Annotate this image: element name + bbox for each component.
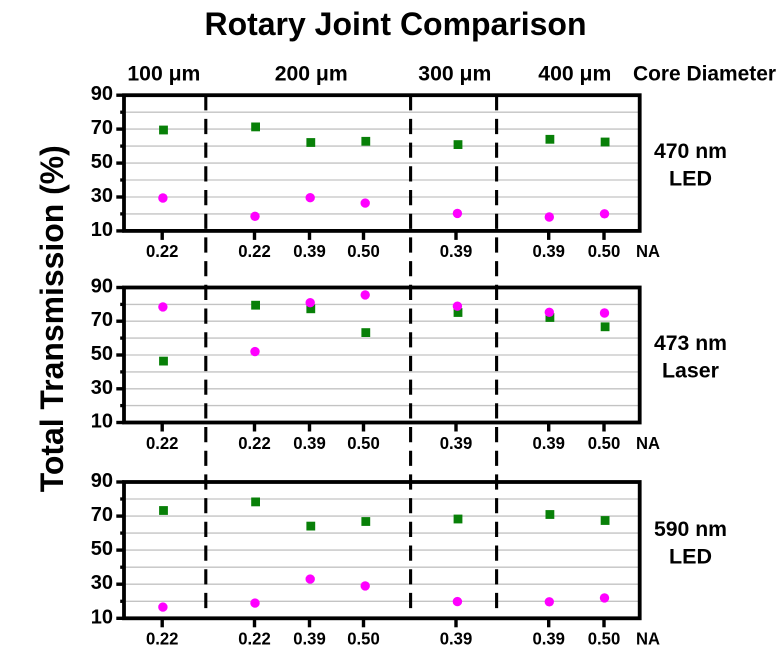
svg-text:10: 10 [91, 219, 113, 241]
svg-text:200 μm: 200 μm [275, 62, 348, 85]
svg-text:Rotary Joint Comparison: Rotary Joint Comparison [205, 6, 587, 42]
svg-text:NA: NA [636, 629, 660, 649]
svg-text:70: 70 [91, 309, 113, 331]
svg-text:LED: LED [669, 167, 712, 190]
svg-text:0.39: 0.39 [532, 433, 565, 453]
svg-text:Laser: Laser [662, 360, 719, 383]
svg-text:NA: NA [636, 241, 660, 261]
svg-text:Core Diameter: Core Diameter [633, 62, 776, 85]
svg-text:300 μm: 300 μm [418, 62, 491, 85]
svg-text:0.39: 0.39 [440, 241, 473, 261]
svg-text:Total Transmission (%): Total Transmission (%) [34, 145, 70, 492]
svg-text:0.50: 0.50 [588, 629, 621, 649]
svg-text:70: 70 [91, 117, 113, 139]
svg-text:10: 10 [91, 606, 113, 628]
svg-text:0.39: 0.39 [532, 629, 565, 649]
svg-text:0.39: 0.39 [532, 241, 565, 261]
svg-text:30: 30 [91, 377, 113, 399]
svg-text:0.39: 0.39 [293, 433, 326, 453]
svg-text:0.50: 0.50 [347, 433, 380, 453]
svg-text:470 nm: 470 nm [654, 140, 727, 163]
svg-text:50: 50 [91, 151, 113, 173]
svg-text:590 nm: 590 nm [654, 518, 727, 541]
svg-text:0.22: 0.22 [146, 629, 179, 649]
svg-text:90: 90 [91, 276, 113, 298]
svg-text:30: 30 [91, 185, 113, 207]
svg-text:50: 50 [91, 538, 113, 560]
svg-text:NA: NA [636, 433, 660, 453]
svg-text:0.39: 0.39 [293, 241, 326, 261]
svg-text:0.39: 0.39 [440, 433, 473, 453]
svg-text:0.50: 0.50 [588, 433, 621, 453]
svg-text:400 μm: 400 μm [538, 62, 611, 85]
svg-text:0.22: 0.22 [238, 433, 271, 453]
svg-text:0.39: 0.39 [293, 629, 326, 649]
svg-text:70: 70 [91, 504, 113, 526]
svg-text:0.22: 0.22 [238, 241, 271, 261]
svg-text:0.50: 0.50 [347, 629, 380, 649]
svg-text:10: 10 [91, 411, 113, 433]
svg-text:0.50: 0.50 [347, 241, 380, 261]
svg-text:0.39: 0.39 [440, 629, 473, 649]
svg-text:473 nm: 473 nm [654, 332, 727, 355]
svg-text:0.22: 0.22 [146, 433, 179, 453]
svg-text:LED: LED [669, 545, 712, 568]
svg-text:50: 50 [91, 343, 113, 365]
svg-text:0.22: 0.22 [146, 241, 179, 261]
svg-text:30: 30 [91, 572, 113, 594]
svg-text:0.22: 0.22 [238, 629, 271, 649]
svg-text:90: 90 [91, 470, 113, 492]
svg-text:90: 90 [91, 83, 113, 105]
svg-text:0.50: 0.50 [588, 241, 621, 261]
svg-text:100 μm: 100 μm [127, 62, 200, 85]
